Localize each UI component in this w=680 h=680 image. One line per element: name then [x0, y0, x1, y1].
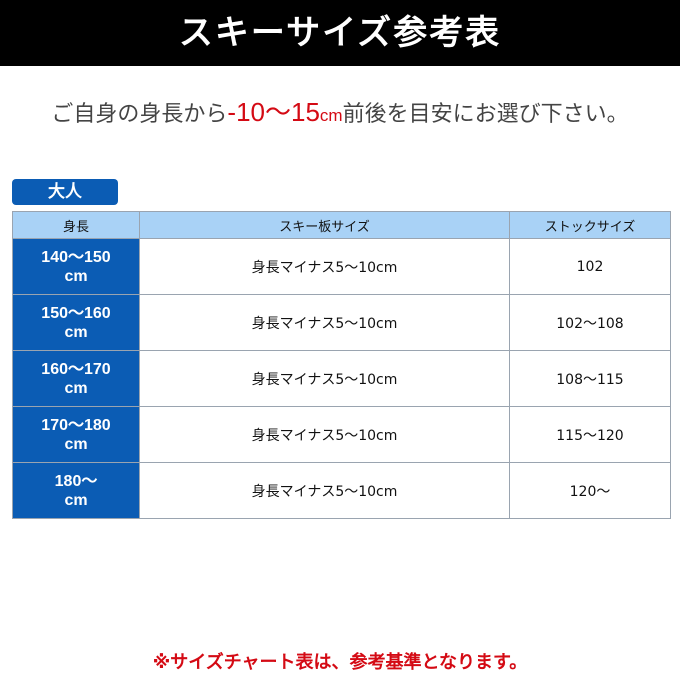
ski-size-cell: 身長マイナス5〜10cm: [139, 406, 510, 463]
height-cell: 140〜150 cm: [12, 238, 140, 295]
height-range: 170〜180: [41, 416, 111, 434]
header-ski: スキー板サイズ: [139, 211, 510, 239]
table-header-row: 身長 スキー板サイズ ストックサイズ: [12, 211, 671, 239]
height-unit: cm: [64, 267, 88, 285]
header-pole: ストックサイズ: [509, 211, 671, 239]
ski-size-cell: 身長マイナス5〜10cm: [139, 350, 510, 407]
table-row: 140〜150 cm 身長マイナス5〜10cm 102: [12, 238, 671, 295]
height-range: 150〜160: [41, 304, 111, 322]
pole-size-cell: 102〜108: [509, 294, 671, 351]
height-range: 160〜170: [41, 360, 111, 378]
intro-after: 前後を目安にお選び下さい。: [342, 102, 629, 127]
pole-size-cell: 102: [509, 238, 671, 295]
pole-size-cell: 108〜115: [509, 350, 671, 407]
intro-unit: cm: [319, 106, 343, 125]
height-cell: 170〜180 cm: [12, 406, 140, 463]
ski-size-cell: 身長マイナス5〜10cm: [139, 238, 510, 295]
table-row: 170〜180 cm 身長マイナス5〜10cm 115〜120: [12, 406, 671, 463]
height-cell: 180〜 cm: [12, 462, 140, 519]
height-unit: cm: [64, 435, 88, 453]
table-row: 150〜160 cm 身長マイナス5〜10cm 102〜108: [12, 294, 671, 351]
table-row: 160〜170 cm 身長マイナス5〜10cm 108〜115: [12, 350, 671, 407]
intro-before: ご自身の身長から: [51, 102, 228, 127]
ski-size-cell: 身長マイナス5〜10cm: [139, 294, 510, 351]
height-range: 140〜150: [41, 248, 111, 266]
header-height: 身長: [12, 211, 140, 239]
height-range: 180〜: [54, 472, 98, 490]
height-unit: cm: [64, 379, 88, 397]
pole-size-cell: 120〜: [509, 462, 671, 519]
pole-size-cell: 115〜120: [509, 406, 671, 463]
category-badge: 大人: [12, 179, 118, 205]
intro-range: -10〜15: [227, 97, 320, 127]
intro-text: ご自身の身長から-10〜15cm前後を目安にお選び下さい。: [0, 92, 680, 129]
page-title: スキーサイズ参考表: [0, 0, 680, 66]
table-row: 180〜 cm 身長マイナス5〜10cm 120〜: [12, 462, 671, 519]
intro-highlight: -10〜15cm: [227, 97, 342, 127]
height-unit: cm: [64, 491, 88, 509]
height-cell: 160〜170 cm: [12, 350, 140, 407]
ski-size-cell: 身長マイナス5〜10cm: [139, 462, 510, 519]
footnote: ※サイズチャート表は、参考基準となります。: [152, 652, 528, 673]
height-unit: cm: [64, 323, 88, 341]
height-cell: 150〜160 cm: [12, 294, 140, 351]
size-table: 身長 スキー板サイズ ストックサイズ 140〜150 cm 身長マイナス5〜10c…: [12, 211, 671, 519]
